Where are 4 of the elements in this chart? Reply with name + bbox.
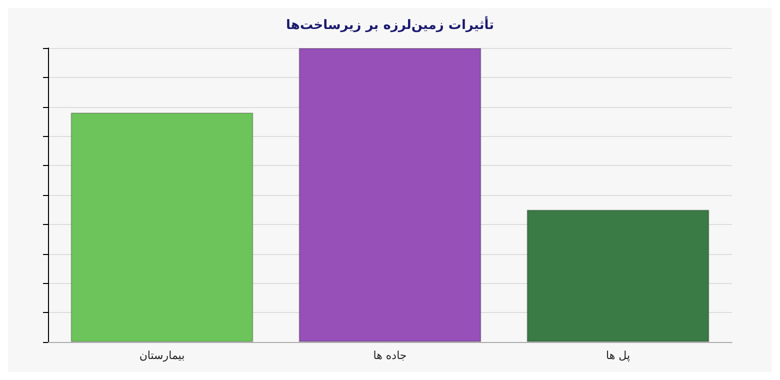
x-tick-label: جاده ها	[373, 349, 407, 362]
x-tick-label: پل ها	[606, 349, 630, 362]
x-tick-label: بیمارستان	[139, 349, 185, 362]
chart-title: تأثیرات زمین‌لرزه بر زیرساخت‌ها	[286, 16, 494, 33]
